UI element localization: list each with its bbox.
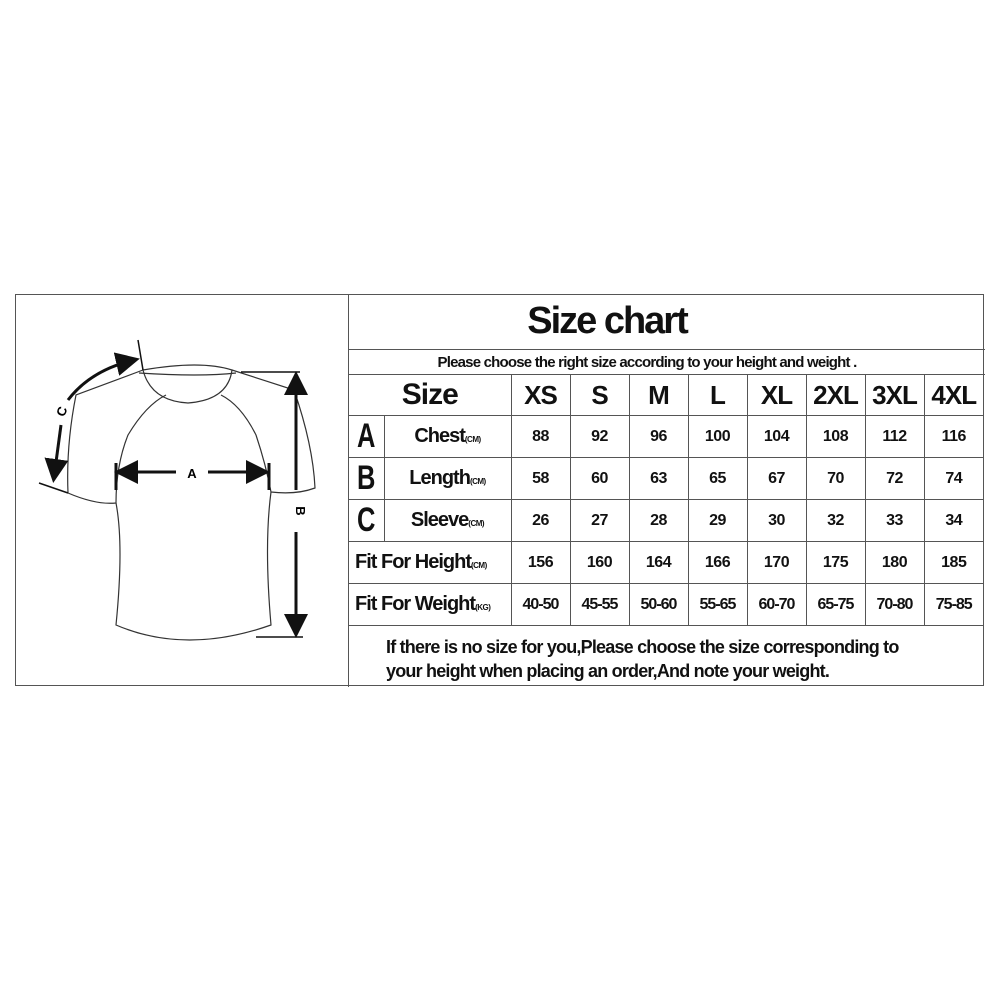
- row-label-cell: Fit For Height(CM): [349, 541, 512, 584]
- table-cell: 92: [569, 415, 630, 458]
- table-cell: 116: [923, 415, 983, 458]
- table-cell: 180: [864, 541, 925, 584]
- table-cell: 108: [805, 415, 866, 458]
- table-cell: 55-65: [687, 583, 748, 626]
- table-cell: 27: [569, 499, 630, 542]
- chart-title: Size chart: [349, 294, 985, 350]
- table-cell: 104: [746, 415, 807, 458]
- row-letter-text: C: [357, 501, 376, 539]
- table-cell: 166: [687, 541, 748, 584]
- table-cell: 88: [510, 415, 571, 458]
- table-cell: 74: [923, 457, 983, 500]
- row-label: Fit For Height: [355, 551, 472, 573]
- tshirt-diagram: A B C: [38, 339, 316, 641]
- table-row: Fit For Weight(KG) 40-50 45-55 50-60 55-65 60…: [349, 583, 983, 626]
- row-label: Sleeve: [410, 509, 469, 531]
- table-cell: 156: [510, 541, 571, 584]
- table-cell: 75-85: [923, 583, 983, 626]
- label-b: B: [293, 506, 308, 515]
- row-letter-text: A: [357, 417, 376, 455]
- table-row: C Sleeve(CM) 26 27 28 29 30 32 33 34: [349, 499, 983, 542]
- footer-note: If there is no size for you,Please choos…: [349, 625, 985, 687]
- size-column-header: XL: [746, 375, 807, 416]
- table-cell: 185: [923, 541, 983, 584]
- size-column-header: S: [569, 375, 630, 416]
- table-row: A Chest(CM) 88 92 96 100 104 108 112 116: [349, 415, 983, 458]
- table-cell: 170: [746, 541, 807, 584]
- row-label: Chest: [414, 425, 466, 447]
- size-header: Size: [349, 375, 512, 416]
- size-chart-frame: [15, 294, 984, 686]
- size-column-header: 3XL: [864, 375, 925, 416]
- table-cell: 175: [805, 541, 866, 584]
- chart-subtitle: Please choose the right size according t…: [349, 350, 985, 375]
- row-label: Length: [409, 467, 471, 489]
- table-cell: 34: [923, 499, 983, 542]
- table-cell: 58: [510, 457, 571, 500]
- size-column-header: XS: [510, 375, 571, 416]
- footer-line-2: your height when placing an order,And no…: [386, 661, 830, 681]
- table-cell: 26: [510, 499, 571, 542]
- row-unit: (CM): [464, 435, 481, 444]
- label-c: C: [53, 404, 71, 419]
- table-cell: 40-50: [510, 583, 571, 626]
- footer-line-1: If there is no size for you,Please choos…: [386, 637, 899, 657]
- table-cell: 32: [805, 499, 866, 542]
- size-column-header: 4XL: [923, 375, 983, 416]
- table-cell: 164: [628, 541, 689, 584]
- table-cell: 30: [746, 499, 807, 542]
- label-a: A: [187, 466, 197, 481]
- table-row: Fit For Height(CM) 156 160 164 166 170 175 180 1…: [349, 541, 983, 584]
- table-cell: 67: [746, 457, 807, 500]
- table-row: B Length(CM) 58 60 63 65 67 70 72 74: [349, 457, 983, 500]
- size-column-header: L: [687, 375, 748, 416]
- table-cell: 28: [628, 499, 689, 542]
- row-label-cell: Fit For Weight(KG): [349, 583, 512, 626]
- table-cell: 45-55: [569, 583, 630, 626]
- table-cell: 60-70: [746, 583, 807, 626]
- row-letter: C: [349, 499, 385, 542]
- table-cell: 112: [864, 415, 925, 458]
- tshirt-outline-icon: [67, 364, 316, 641]
- size-table-panel: Size chart Please choose the right size …: [348, 294, 985, 687]
- row-label-cell: Length(CM): [383, 457, 512, 500]
- row-unit: (CM): [468, 519, 485, 528]
- measure-b-arrow: [241, 371, 308, 638]
- row-letter-text: B: [357, 459, 376, 497]
- table-cell: 63: [628, 457, 689, 500]
- row-unit: (CM): [470, 561, 487, 570]
- table-cell: 70-80: [864, 583, 925, 626]
- row-unit: (CM): [469, 477, 486, 486]
- table-cell: 29: [687, 499, 748, 542]
- size-table: Size XS S M L XL 2XL 3XL 4XL A Chest(CM) 88 92 96 100 1…: [349, 375, 983, 626]
- table-cell: 50-60: [628, 583, 689, 626]
- table-cell: 65-75: [805, 583, 866, 626]
- row-letter: B: [349, 457, 385, 500]
- table-cell: 70: [805, 457, 866, 500]
- row-label: Fit For Weight: [355, 593, 476, 615]
- table-cell: 65: [687, 457, 748, 500]
- row-letter: A: [349, 415, 385, 458]
- row-label-cell: Sleeve(CM): [383, 499, 512, 542]
- row-unit: (KG): [475, 603, 491, 612]
- table-cell: 100: [687, 415, 748, 458]
- size-column-header: M: [628, 375, 689, 416]
- table-cell: 72: [864, 457, 925, 500]
- row-label-cell: Chest(CM): [383, 415, 512, 458]
- measure-c-arrow: [38, 339, 144, 494]
- header-row: Size XS S M L XL 2XL 3XL 4XL: [349, 375, 983, 416]
- table-cell: 160: [569, 541, 630, 584]
- size-column-header: 2XL: [805, 375, 866, 416]
- table-cell: 96: [628, 415, 689, 458]
- table-cell: 33: [864, 499, 925, 542]
- measure-a-arrow: [114, 460, 271, 490]
- table-cell: 60: [569, 457, 630, 500]
